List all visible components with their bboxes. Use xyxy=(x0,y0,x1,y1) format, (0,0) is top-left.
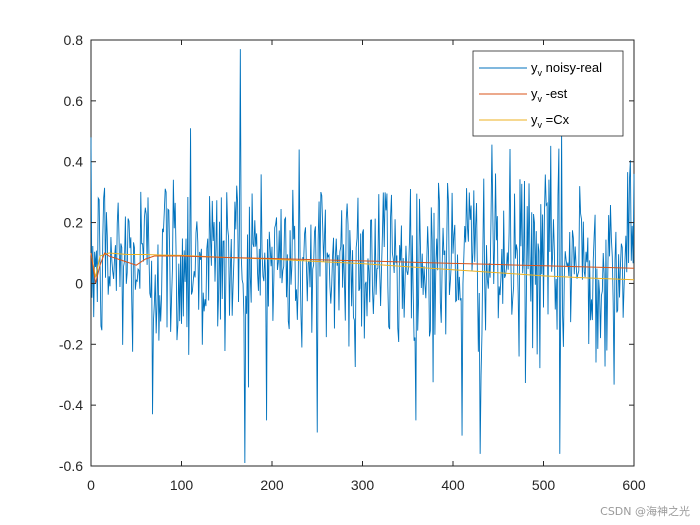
y-tick-label: 0.8 xyxy=(64,32,84,48)
x-tick-label: 0 xyxy=(87,477,95,493)
y-tick-label: -0.6 xyxy=(59,458,83,474)
x-tick-label: 600 xyxy=(622,477,646,493)
legend: yv noisy-real yv -est yv =Cx xyxy=(472,50,624,137)
x-tick-label: 200 xyxy=(260,477,284,493)
y-tick-label: 0 xyxy=(75,275,83,291)
series-line-est xyxy=(90,252,635,284)
y-tick-label: -0.2 xyxy=(59,336,83,352)
y-tick-label: 0.4 xyxy=(64,154,84,170)
y-tick-label: 0.2 xyxy=(64,215,84,231)
x-tick-label: 500 xyxy=(532,477,556,493)
x-tick-label: 100 xyxy=(170,477,194,493)
legend-label-cx: yv =Cx xyxy=(531,112,570,130)
series-line-noisy-real xyxy=(90,49,635,463)
axis-ticks xyxy=(90,39,635,467)
axis-tick-labels: 0 100 200 300 400 500 600 -0.6 -0.4 -0.2 0 0.2 0.4 0.… xyxy=(59,32,646,493)
legend-label-est: yv -est xyxy=(531,86,568,104)
y-tick-label: 0.6 xyxy=(64,93,84,109)
data-lines xyxy=(90,49,635,463)
watermark: CSDN @海神之光 xyxy=(600,505,690,518)
x-tick-label: 300 xyxy=(351,477,375,493)
y-tick-label: -0.4 xyxy=(59,397,83,413)
legend-label-noisy-real: yv noisy-real xyxy=(531,60,602,78)
x-tick-label: 400 xyxy=(441,477,465,493)
